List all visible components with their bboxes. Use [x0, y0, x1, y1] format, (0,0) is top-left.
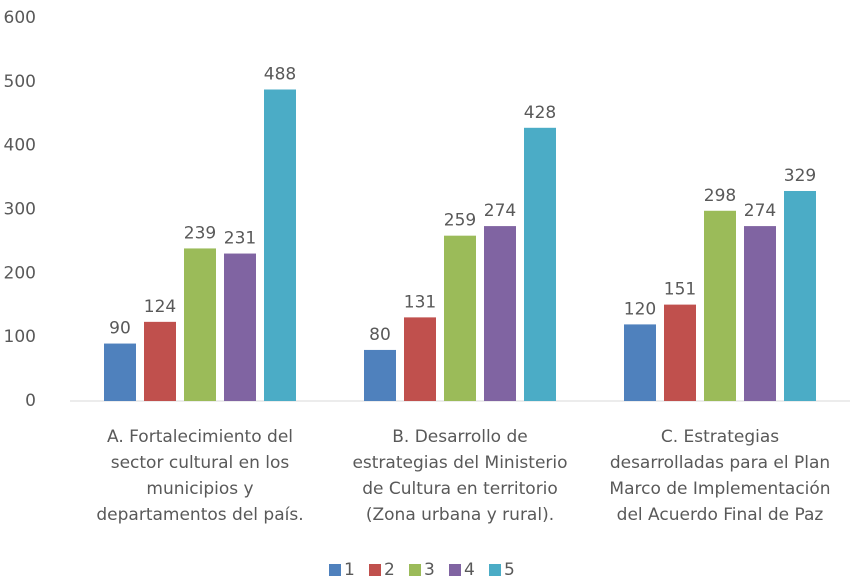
bar [224, 253, 256, 401]
x-tick-label: C. Estrategias [661, 427, 779, 447]
value-label: 120 [624, 299, 656, 319]
x-tick-label: estrategias del Ministerio [352, 453, 567, 473]
y-tick-label: 0 [25, 391, 36, 411]
y-tick-label: 300 [4, 200, 36, 220]
bar [404, 317, 436, 401]
legend-label: 5 [504, 560, 515, 580]
x-tick-label: (Zona urbana y rural). [366, 505, 554, 525]
legend-label: 2 [384, 560, 395, 580]
x-tick-label: B. Desarrollo de [392, 427, 528, 447]
x-tick-label: de Cultura en territorio [362, 479, 558, 499]
value-label: 274 [744, 201, 776, 221]
value-label: 274 [484, 201, 516, 221]
bar [524, 127, 556, 401]
bar [144, 321, 176, 401]
bar [264, 89, 296, 401]
legend-label: 1 [344, 560, 355, 580]
y-tick-label: 200 [4, 263, 36, 283]
value-label: 80 [369, 325, 391, 345]
bar [484, 226, 516, 401]
value-label: 151 [664, 280, 696, 300]
value-label: 298 [704, 186, 736, 206]
value-label: 131 [404, 292, 436, 312]
y-tick-label: 100 [4, 327, 36, 347]
legend-swatch [409, 564, 421, 576]
bar [704, 210, 736, 401]
legend-label: 3 [424, 560, 435, 580]
value-label: 329 [784, 166, 816, 186]
value-label: 259 [444, 211, 476, 231]
legend-swatch [449, 564, 461, 576]
x-tick-label: sector cultural en los [111, 453, 290, 473]
y-tick-label: 400 [4, 136, 36, 156]
bar [744, 226, 776, 401]
legend-swatch [489, 564, 501, 576]
legend-swatch [369, 564, 381, 576]
bar [184, 248, 216, 401]
x-tick-label: A. Fortalecimiento del [107, 427, 293, 447]
bar [624, 324, 656, 401]
value-label: 488 [264, 64, 296, 84]
bar [664, 304, 696, 401]
bar [104, 343, 136, 401]
y-tick-label: 600 [4, 8, 36, 28]
x-tick-label: Marco de Implementación [609, 479, 830, 499]
legend-label: 4 [464, 560, 475, 580]
value-label: 124 [144, 297, 176, 317]
x-tick-label: municipios y [146, 479, 253, 499]
value-label: 239 [184, 223, 216, 243]
x-tick-label: desarrolladas para el Plan [610, 453, 830, 473]
value-label: 90 [109, 319, 131, 339]
x-tick-label: del Acuerdo Final de Paz [617, 505, 824, 525]
bar [444, 235, 476, 401]
legend-swatch [329, 564, 341, 576]
bar [784, 190, 816, 401]
value-label: 428 [524, 103, 556, 123]
y-tick-label: 500 [4, 72, 36, 92]
bar [364, 349, 396, 401]
x-tick-label: departamentos del país. [96, 505, 303, 525]
value-label: 231 [224, 229, 256, 249]
